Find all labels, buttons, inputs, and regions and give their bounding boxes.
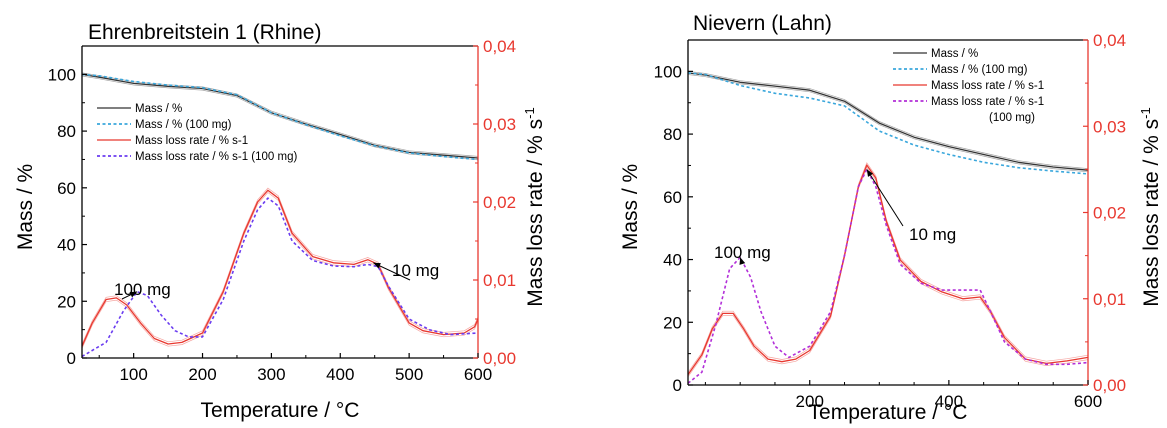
y-tick-label: 60 [57,179,76,198]
y2-tick-label: 0,02 [483,193,516,212]
legend-label: Mass loss rate / % s-1 (100 mg) [135,151,297,163]
y-tick-label: 40 [57,236,76,255]
annotation-label: 100 mg [714,243,771,262]
series-replicate-line [81,75,479,160]
y2-tick-label: 0,02 [1093,204,1126,223]
y2-tick-label: 0,01 [483,271,516,290]
y2-tick-label: 0,04 [483,37,516,56]
annotation-label: 100 mg [114,280,171,299]
series-replicate-line [687,162,1089,373]
y-tick-label: 80 [57,122,76,141]
chart-title: Nievern (Lahn) [693,12,832,35]
x-tick-label: 400 [935,392,963,411]
x-tick-label: 300 [257,365,285,384]
series-replicate-line [81,187,479,345]
annotation-arrowhead [129,291,138,298]
series-line-3 [81,197,479,358]
y2-tick-label: 0,03 [1093,117,1126,136]
annotation-arrowhead [739,257,746,265]
chart-title: Ehrenbreitstein 1 (Rhine) [88,21,321,44]
series-replicate-line [81,192,479,349]
chart-panel-ehrenbreitstein: Ehrenbreitstein 1 (Rhine) Mass / % Mass … [14,21,547,422]
legend-label-suffix: (100 mg) [989,112,1035,124]
chart-panel-nievern: Nievern (Lahn) Mass / % Mass loss rate /… [619,12,1163,424]
legend-label: Mass loss rate / % s-1 [931,80,1044,92]
y2-axis-label-main: Mass loss rate / % s [524,119,547,307]
y-tick-label: 40 [663,251,682,270]
legend: Mass / % Mass / % (100 mg) Mass loss rate … [97,103,297,163]
annotation-arrowhead [866,169,874,177]
legend-label: Mass loss rate / % s-1 [931,96,1044,108]
y-axis-label: Mass / % [14,164,37,250]
y2-axis-label-exponent: -1 [522,107,537,119]
y-axis-label: Mass / % [619,164,642,250]
plot-area: 200 400 600 0 20 40 60 80 100 0,00 0,01 0,02 0,03 0,0… [654,31,1126,411]
y2-tick-label: 0,03 [483,115,516,134]
y-tick-label: 100 [654,62,682,81]
y2-axis-label: Mass loss rate / % s-1 [522,107,547,306]
legend: Mass / % Mass / % (100 mg) Mass loss rate … [893,48,1044,124]
y2-tick-label: 0,00 [483,349,516,368]
x-tick-label: 200 [188,365,216,384]
y2-tick-label: 0,04 [1093,31,1126,50]
series-replicate-line [687,70,1089,169]
annotation-label: 10 mg [392,261,439,280]
y-tick-label: 0 [673,376,682,395]
series-line-1 [687,72,1089,175]
x-tick-label: 500 [395,365,423,384]
x-tick-label: 100 [119,365,147,384]
series-line-3 [687,168,1089,384]
series-line-1 [81,73,479,161]
y-tick-label: 20 [663,313,682,332]
x-tick-label: 400 [326,365,354,384]
annotation-label: 10 mg [909,225,956,244]
x-tick-label: 600 [464,365,492,384]
y-tick-label: 60 [663,188,682,207]
y-tick-label: 80 [663,125,682,144]
plot-area: 100 200 300 400 500 600 0 20 40 60 80 100 0,00 0,01 0,… [48,37,516,384]
legend-label: Mass / % [931,48,978,60]
y2-axis-label-main: Mass loss rate / % s [1140,119,1163,307]
series-line-0 [687,72,1089,171]
legend-label: Mass loss rate / % s-1 [135,135,248,147]
legend-label: Mass / % [135,103,182,115]
series-replicate-line [687,74,1089,173]
series-line-2 [687,164,1089,375]
legend-label: Mass / % (100 mg) [135,119,232,131]
y2-tick-label: 0,01 [1093,290,1126,309]
y2-tick-label: 0,00 [1093,376,1126,395]
y2-axis-label: Mass loss rate / % s-1 [1138,107,1163,306]
y-tick-label: 100 [48,65,76,84]
y-tick-label: 20 [57,292,76,311]
annotation-arrowhead [373,262,381,269]
y-tick-label: 0 [67,349,76,368]
x-tick-label: 600 [1074,392,1102,411]
series-line-2 [81,189,479,347]
y2-axis-label-exponent: -1 [1138,107,1153,119]
annotation-arrow [866,169,904,227]
x-axis-label: Temperature / °C [809,401,968,424]
x-axis-label: Temperature / °C [201,399,360,422]
x-tick-label: 200 [796,392,824,411]
legend-label: Mass / % (100 mg) [931,64,1028,76]
